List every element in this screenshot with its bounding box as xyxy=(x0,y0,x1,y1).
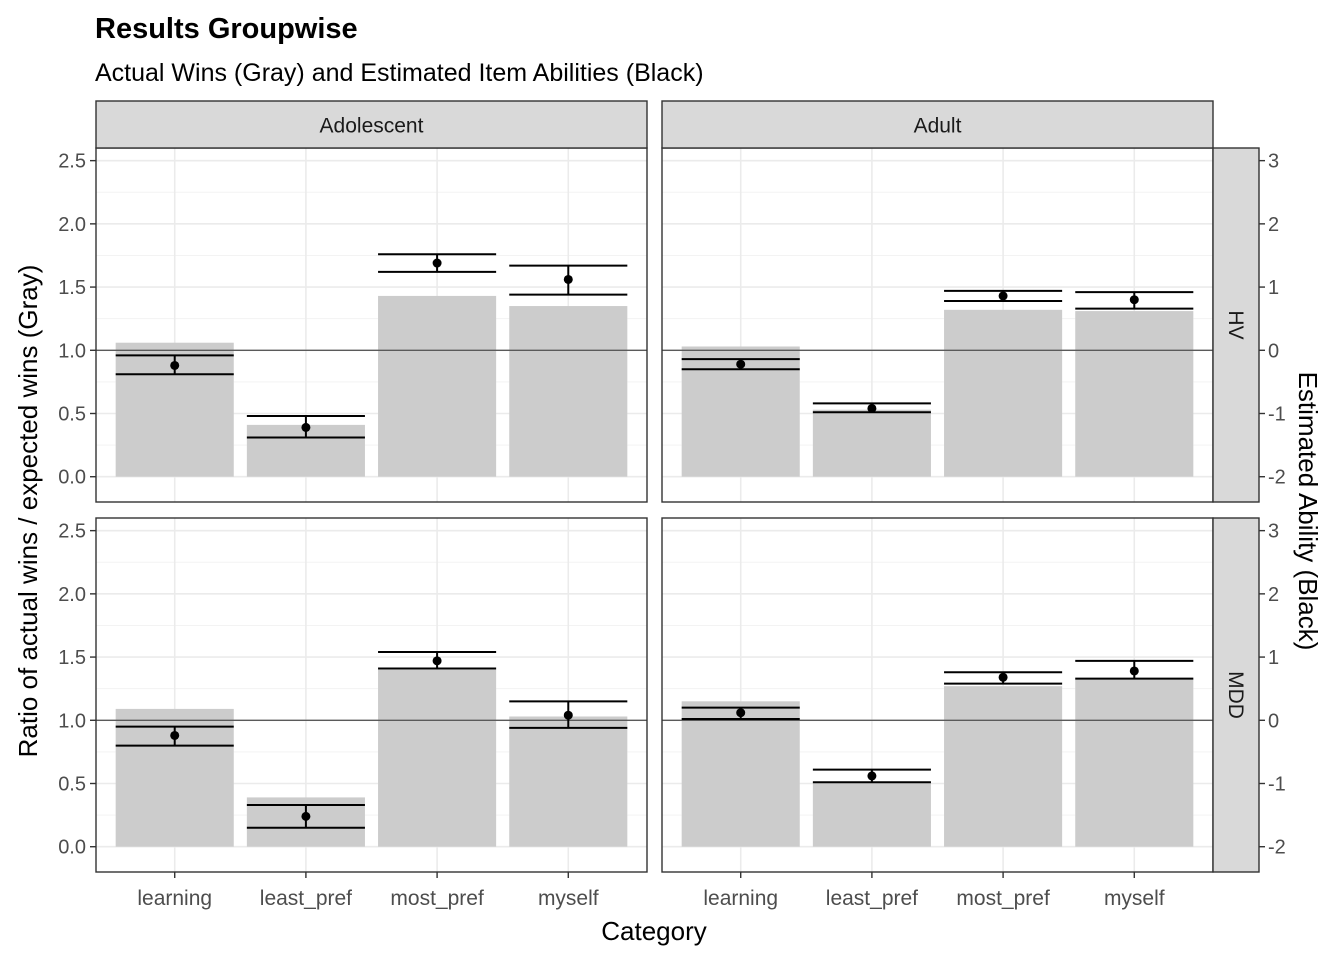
y-tick-label: 2.0 xyxy=(58,584,86,606)
estimate-point xyxy=(432,258,442,268)
estimate-most_pref xyxy=(944,671,1063,685)
panel-adolescent-hv xyxy=(95,147,648,503)
x-tick-label-myself: myself xyxy=(538,887,599,910)
facet-label-mdd: MDD xyxy=(1224,671,1247,719)
estimate-myself xyxy=(509,700,628,729)
y-tick-label: 1.0 xyxy=(58,710,86,732)
estimate-point xyxy=(867,771,877,781)
x-tick-label-most_pref: most_pref xyxy=(956,887,1050,910)
x-tick-label-least_pref: least_pref xyxy=(826,887,918,910)
bar-most_pref xyxy=(378,295,497,477)
estimate-least_pref xyxy=(246,415,365,439)
estimate-point xyxy=(301,811,311,821)
estimate-point xyxy=(563,274,573,284)
estimate-point xyxy=(998,291,1008,301)
y2-tick-label: -1 xyxy=(1268,404,1286,426)
estimate-myself xyxy=(509,264,628,296)
estimate-myself xyxy=(1075,291,1194,310)
estimate-most_pref xyxy=(944,289,1063,302)
estimate-point xyxy=(1129,295,1139,305)
facet-strip-adolescent xyxy=(95,100,648,149)
estimate-myself xyxy=(1075,659,1194,680)
x-tick-label-most_pref: most_pref xyxy=(390,887,484,910)
bar-most_pref xyxy=(944,686,1063,847)
panel-adult-hv xyxy=(661,147,1214,503)
y-tick-label: 1.5 xyxy=(58,647,86,669)
estimate-least_pref xyxy=(246,803,365,829)
y2-tick-label: -2 xyxy=(1268,837,1286,859)
y2-tick-label: 3 xyxy=(1268,151,1279,173)
y-tick-label: 0.0 xyxy=(58,837,86,859)
estimate-most_pref xyxy=(378,651,497,670)
facet-panels: Adolescent Adult HV MDD 0.0 0.5 1.0 1.5 2.0 2.5 -2… xyxy=(58,100,1286,910)
facet-label-adult: Adult xyxy=(914,115,962,138)
y2-tick-label: 1 xyxy=(1268,647,1279,669)
estimate-point xyxy=(170,730,180,740)
panel-adult-mdd xyxy=(661,517,1214,873)
bar-myself xyxy=(1075,311,1194,477)
y-axis-title: Ratio of actual wins / expected wins (Gr… xyxy=(13,265,43,758)
facet-label-hv: HV xyxy=(1224,310,1247,339)
facet-label-adolescent: Adolescent xyxy=(320,115,424,138)
y2-tick-label: 2 xyxy=(1268,584,1279,606)
x-tick-label-learning: learning xyxy=(137,887,212,910)
y-tick-label: 2.5 xyxy=(58,521,86,543)
bar-myself xyxy=(509,716,628,847)
estimate-point xyxy=(998,672,1008,682)
bar-myself xyxy=(509,306,628,477)
estimate-learning xyxy=(115,354,234,376)
estimate-point xyxy=(736,708,746,718)
estimate-least_pref xyxy=(812,768,931,784)
y2-tick-label: 2 xyxy=(1268,214,1279,236)
y-tick-label: 0.5 xyxy=(58,404,86,426)
estimate-point xyxy=(170,360,180,370)
y-tick-label: 0.5 xyxy=(58,774,86,796)
x-tick-label-least_pref: least_pref xyxy=(260,887,352,910)
y2-tick-label: 0 xyxy=(1268,710,1279,732)
estimate-point xyxy=(867,403,877,413)
y-tick-label: 0.0 xyxy=(58,467,86,489)
y2-tick-label: 0 xyxy=(1268,340,1279,362)
bar-most_pref xyxy=(944,309,1063,477)
bar-most_pref xyxy=(378,669,497,847)
y-tick-label: 2.0 xyxy=(58,214,86,236)
y2-tick-label: -2 xyxy=(1268,467,1286,489)
estimate-least_pref xyxy=(812,402,931,414)
estimate-most_pref xyxy=(378,253,497,273)
secondary-y-axis-title: Estimated Ability (Black) xyxy=(1293,372,1323,651)
bar-learning xyxy=(681,701,800,847)
estimate-learning xyxy=(681,358,800,371)
y2-tick-label: -1 xyxy=(1268,774,1286,796)
panel-adolescent-mdd xyxy=(95,517,648,873)
y-tick-label: 2.5 xyxy=(58,151,86,173)
y-tick-label: 1.0 xyxy=(58,340,86,362)
y2-tick-label: 3 xyxy=(1268,521,1279,543)
bar-least_pref xyxy=(812,409,931,477)
estimate-point xyxy=(301,422,311,432)
facet-strip-hv xyxy=(1212,147,1260,503)
estimate-point xyxy=(563,710,573,720)
chart-subtitle: Actual Wins (Gray) and Estimated Item Ab… xyxy=(95,59,704,87)
estimate-learning xyxy=(681,706,800,721)
x-tick-label-learning: learning xyxy=(703,887,778,910)
bar-least_pref xyxy=(812,782,931,847)
estimate-point xyxy=(432,656,442,666)
estimate-point xyxy=(1129,666,1139,676)
panel-border xyxy=(95,517,648,873)
estimate-learning xyxy=(115,725,234,747)
y-tick-label: 1.5 xyxy=(58,277,86,299)
facet-strip-mdd xyxy=(1212,517,1260,873)
x-tick-label-myself: myself xyxy=(1104,887,1165,910)
estimate-point xyxy=(736,359,746,369)
bar-myself xyxy=(1075,678,1194,847)
facet-strip-adult xyxy=(661,100,1214,149)
y2-tick-label: 1 xyxy=(1268,277,1279,299)
x-axis-title: Category xyxy=(601,916,707,946)
chart-title: Results Groupwise xyxy=(95,13,358,45)
